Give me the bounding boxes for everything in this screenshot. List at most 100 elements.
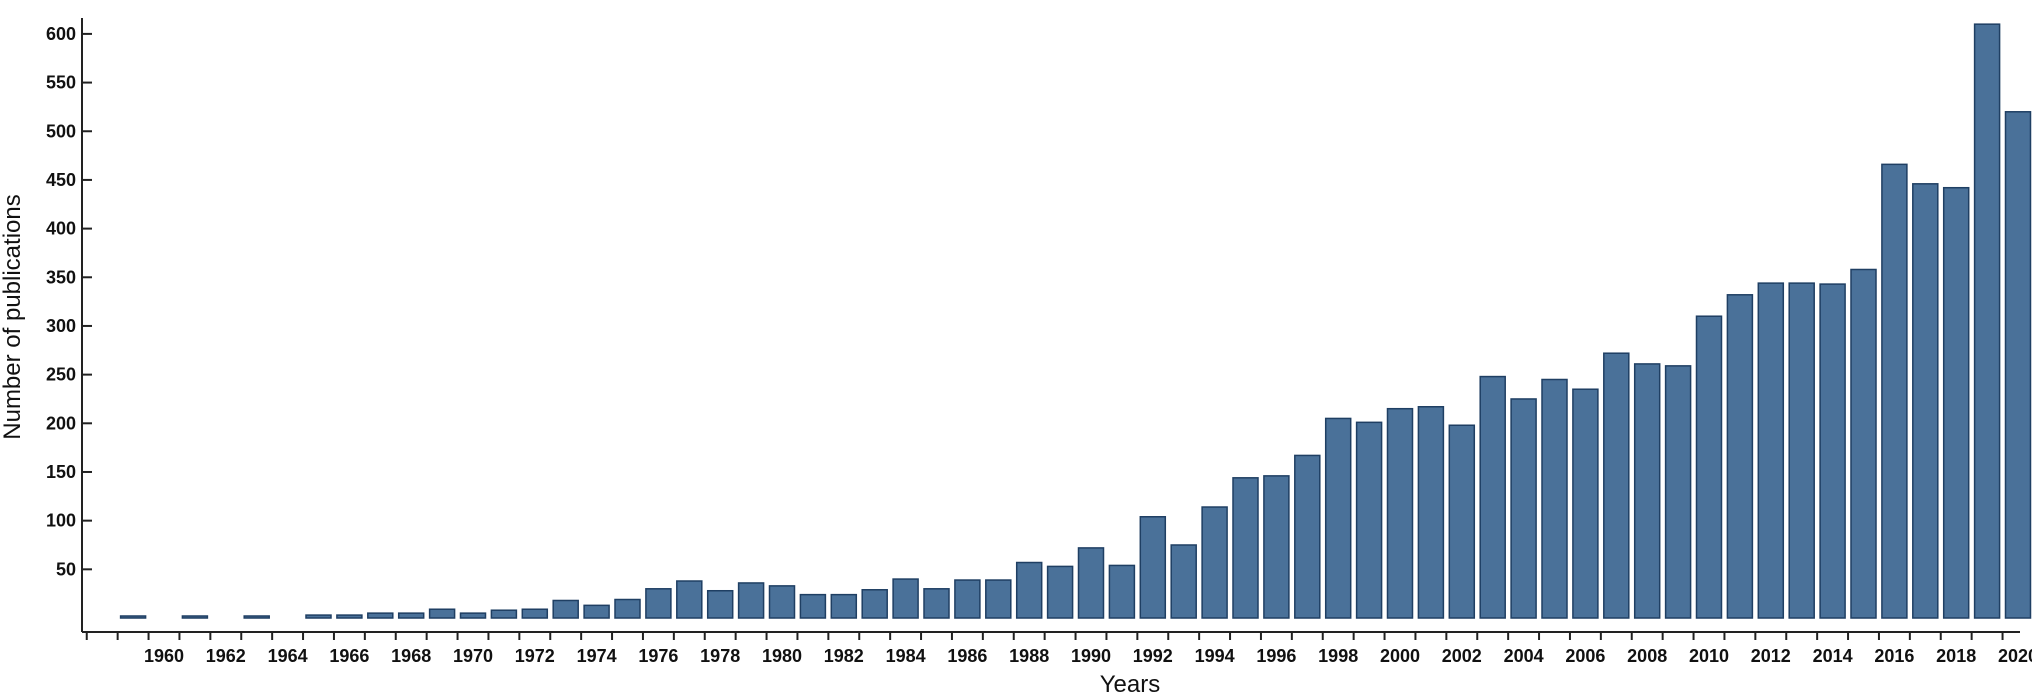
bar-2019 xyxy=(1973,23,2001,619)
bar-1980 xyxy=(768,585,796,619)
bar-1972 xyxy=(521,608,549,619)
bar-2001 xyxy=(1417,406,1445,619)
bar-1979 xyxy=(737,582,765,619)
bar-1989 xyxy=(1046,565,1074,619)
bar-1961 xyxy=(181,615,209,619)
bar-2008 xyxy=(1633,363,1661,619)
bar-1968 xyxy=(397,612,425,619)
x-tick-label-1964: 1964 xyxy=(268,646,308,666)
bar-1993 xyxy=(1170,544,1197,619)
y-tick-label-200: 200 xyxy=(46,413,76,433)
y-tick-label-50: 50 xyxy=(56,559,76,579)
bar-1965 xyxy=(305,614,332,619)
y-axis-ticks: 50 100 150 200 250 300 350 400 450 500 550 600 xyxy=(46,24,92,579)
bar-2006 xyxy=(1572,388,1599,619)
bar-1971 xyxy=(490,609,518,619)
y-tick-label-250: 250 xyxy=(46,365,76,385)
y-tick-label-150: 150 xyxy=(46,462,76,482)
x-tick-label-1988: 1988 xyxy=(1009,646,1049,666)
x-tick-label-1996: 1996 xyxy=(1256,646,1296,666)
bar-2005 xyxy=(1541,378,1568,619)
x-tick-label-1962: 1962 xyxy=(206,646,246,666)
bar-1998 xyxy=(1324,417,1352,619)
bar-1988 xyxy=(1015,561,1043,619)
bar-1986 xyxy=(954,579,981,619)
bar-1997 xyxy=(1294,454,1321,619)
bar-2016 xyxy=(1881,163,1908,619)
bar-1970 xyxy=(459,612,487,619)
bar-1978 xyxy=(706,589,734,619)
y-tick-label-300: 300 xyxy=(46,316,76,336)
x-tick-label-1990: 1990 xyxy=(1071,646,1111,666)
bar-1999 xyxy=(1355,421,1383,619)
x-tick-label-1992: 1992 xyxy=(1133,646,1173,666)
x-tick-label-2018: 2018 xyxy=(1936,646,1976,666)
bar-1973 xyxy=(552,599,579,619)
bar-2003 xyxy=(1479,375,1506,619)
y-tick-label-100: 100 xyxy=(46,511,76,531)
x-tick-label-2008: 2008 xyxy=(1627,646,1667,666)
y-tick-label-450: 450 xyxy=(46,170,76,190)
x-tick-label-1986: 1986 xyxy=(947,646,987,666)
bars-group xyxy=(119,23,2032,619)
x-tick-label-2002: 2002 xyxy=(1442,646,1482,666)
x-tick-label-1978: 1978 xyxy=(700,646,740,666)
bar-2007 xyxy=(1603,352,1630,619)
x-tick-label-2004: 2004 xyxy=(1504,646,1544,666)
x-tick-label-1976: 1976 xyxy=(638,646,678,666)
x-axis-ticks: 1960 1962 1964 1966 1968 1970 1972 1974 1976 1978… xyxy=(85,632,2032,666)
bar-2010 xyxy=(1695,315,1723,619)
x-tick-label-2000: 2000 xyxy=(1380,646,1420,666)
bar-1985 xyxy=(923,588,950,619)
bar-2018 xyxy=(1942,186,1970,619)
bar-1995 xyxy=(1232,477,1259,619)
x-tick-label-1968: 1968 xyxy=(391,646,431,666)
bar-1992 xyxy=(1139,516,1167,619)
bar-1994 xyxy=(1201,506,1228,619)
x-tick-label-2014: 2014 xyxy=(1813,646,1853,666)
bar-1963 xyxy=(243,615,270,619)
x-tick-label-1982: 1982 xyxy=(824,646,864,666)
bar-1974 xyxy=(583,604,610,619)
x-tick-label-1984: 1984 xyxy=(886,646,926,666)
bar-2009 xyxy=(1664,365,1692,619)
x-tick-label-1980: 1980 xyxy=(762,646,802,666)
x-tick-label-2016: 2016 xyxy=(1874,646,1914,666)
bar-1977 xyxy=(676,580,703,619)
bar-1990 xyxy=(1077,547,1105,619)
y-tick-label-350: 350 xyxy=(46,267,76,287)
x-axis-title: Years xyxy=(1100,671,1161,696)
bar-1967 xyxy=(367,612,394,619)
bar-2013 xyxy=(1788,282,1815,619)
x-tick-label-1970: 1970 xyxy=(453,646,493,666)
bar-2020 xyxy=(2004,111,2032,619)
bar-1987 xyxy=(985,579,1012,619)
y-tick-label-400: 400 xyxy=(46,219,76,239)
bar-1981 xyxy=(799,593,827,619)
bar-1996 xyxy=(1263,475,1290,619)
x-tick-label-1960: 1960 xyxy=(144,646,184,666)
y-axis-title: Number of publications xyxy=(0,194,26,439)
bar-1982 xyxy=(830,593,858,619)
bar-2015 xyxy=(1850,268,1877,619)
x-tick-label-1972: 1972 xyxy=(515,646,555,666)
bar-1969 xyxy=(428,608,456,619)
bar-2014 xyxy=(1819,283,1846,619)
bar-2017 xyxy=(1912,183,1939,619)
bar-1976 xyxy=(645,588,672,619)
x-tick-label-2020: 2020 xyxy=(1998,646,2032,666)
x-tick-label-2006: 2006 xyxy=(1565,646,1605,666)
bar-1959 xyxy=(119,615,147,619)
y-tick-label-600: 600 xyxy=(46,24,76,44)
bar-2002 xyxy=(1448,424,1476,619)
bar-1975 xyxy=(614,598,641,619)
x-tick-label-1966: 1966 xyxy=(329,646,369,666)
x-tick-label-1994: 1994 xyxy=(1195,646,1235,666)
y-tick-label-550: 550 xyxy=(46,73,76,93)
x-tick-label-1974: 1974 xyxy=(577,646,617,666)
bar-1966 xyxy=(336,614,363,619)
bar-2000 xyxy=(1386,407,1414,619)
y-tick-label-500: 500 xyxy=(46,121,76,141)
bar-2011 xyxy=(1726,294,1754,619)
